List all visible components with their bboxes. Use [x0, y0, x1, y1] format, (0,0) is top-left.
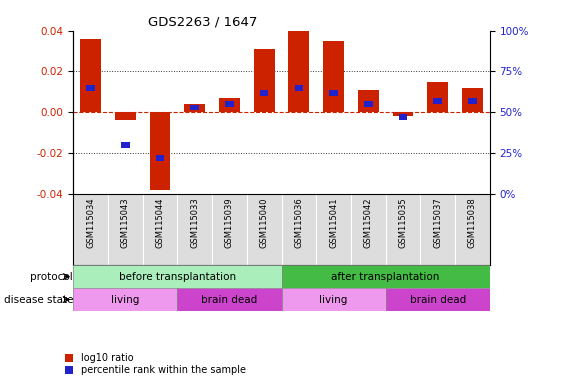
Text: disease state: disease state: [4, 295, 73, 305]
Text: living: living: [319, 295, 348, 305]
Text: GSM115039: GSM115039: [225, 197, 234, 248]
Bar: [86, 85, 95, 91]
Text: after transplantation: after transplantation: [332, 271, 440, 281]
FancyBboxPatch shape: [282, 288, 386, 311]
Bar: [115, 112, 136, 121]
Text: brain dead: brain dead: [202, 295, 257, 305]
Text: GSM115035: GSM115035: [399, 197, 408, 248]
Bar: [462, 88, 483, 112]
Text: GSM115037: GSM115037: [434, 197, 442, 248]
Bar: [121, 142, 129, 148]
Bar: [434, 98, 442, 104]
FancyBboxPatch shape: [73, 288, 177, 311]
Bar: [288, 31, 309, 112]
Text: before transplantation: before transplantation: [119, 271, 236, 281]
Bar: [358, 90, 379, 112]
Bar: [219, 98, 240, 112]
Text: GSM115044: GSM115044: [155, 197, 164, 248]
Text: GDS2263 / 1647: GDS2263 / 1647: [148, 15, 257, 28]
FancyBboxPatch shape: [177, 288, 282, 311]
Text: GSM115034: GSM115034: [86, 197, 95, 248]
Text: GSM115043: GSM115043: [121, 197, 129, 248]
FancyBboxPatch shape: [73, 265, 282, 288]
Bar: [294, 85, 303, 91]
Bar: [364, 101, 373, 107]
Text: GSM115042: GSM115042: [364, 197, 373, 248]
Bar: [260, 90, 269, 96]
Bar: [150, 112, 171, 190]
Text: GSM115036: GSM115036: [294, 197, 303, 248]
Bar: [392, 112, 413, 116]
Text: brain dead: brain dead: [410, 295, 466, 305]
Text: GSM115038: GSM115038: [468, 197, 477, 248]
Bar: [399, 114, 408, 120]
Bar: [329, 90, 338, 96]
Bar: [190, 104, 199, 110]
Bar: [323, 41, 344, 112]
Bar: [184, 104, 205, 112]
Bar: [80, 39, 101, 112]
Text: living: living: [111, 295, 140, 305]
Text: GSM115040: GSM115040: [260, 197, 269, 248]
Text: GSM115041: GSM115041: [329, 197, 338, 248]
Bar: [155, 155, 164, 161]
Bar: [254, 49, 275, 112]
Bar: [468, 98, 477, 104]
Bar: [427, 82, 448, 112]
Legend: log10 ratio, percentile rank within the sample: log10 ratio, percentile rank within the …: [61, 349, 249, 379]
Bar: [225, 101, 234, 107]
FancyBboxPatch shape: [386, 288, 490, 311]
Text: GSM115033: GSM115033: [190, 197, 199, 248]
FancyBboxPatch shape: [282, 265, 490, 288]
Text: protocol: protocol: [30, 271, 73, 281]
